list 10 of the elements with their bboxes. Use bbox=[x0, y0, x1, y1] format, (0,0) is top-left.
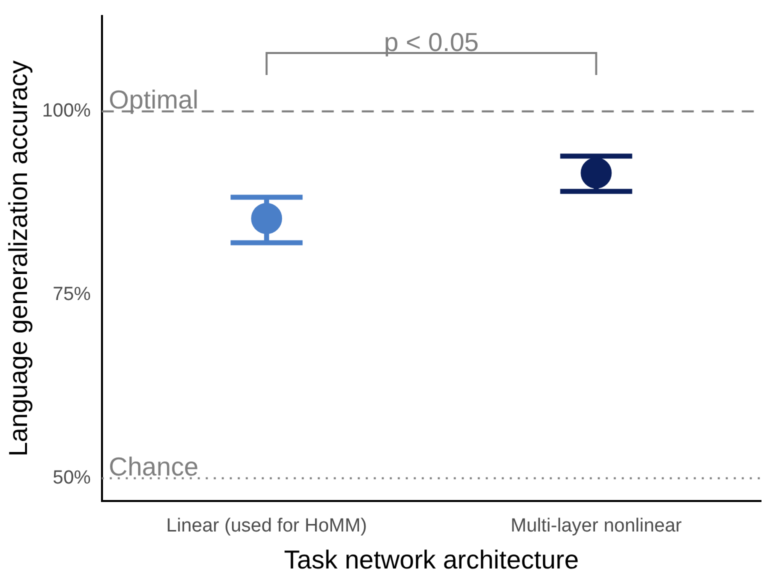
y-tick-label: 75% bbox=[52, 284, 91, 306]
y-tick-label: 100% bbox=[42, 100, 91, 122]
y-axis-title: Language generalization accuracy bbox=[2, 60, 33, 457]
annotation: p < 0.05 bbox=[384, 27, 479, 58]
x-tick-label: Linear (used for HoMM) bbox=[166, 516, 367, 537]
x-tick-label: Multi-layer nonlinear bbox=[510, 516, 682, 537]
y-tick-label: 50% bbox=[52, 467, 91, 488]
x-axis-title: Task network architecture bbox=[284, 544, 579, 575]
ref-line-label: Chance bbox=[108, 451, 198, 482]
ref-line-label: Optimal bbox=[108, 84, 198, 115]
